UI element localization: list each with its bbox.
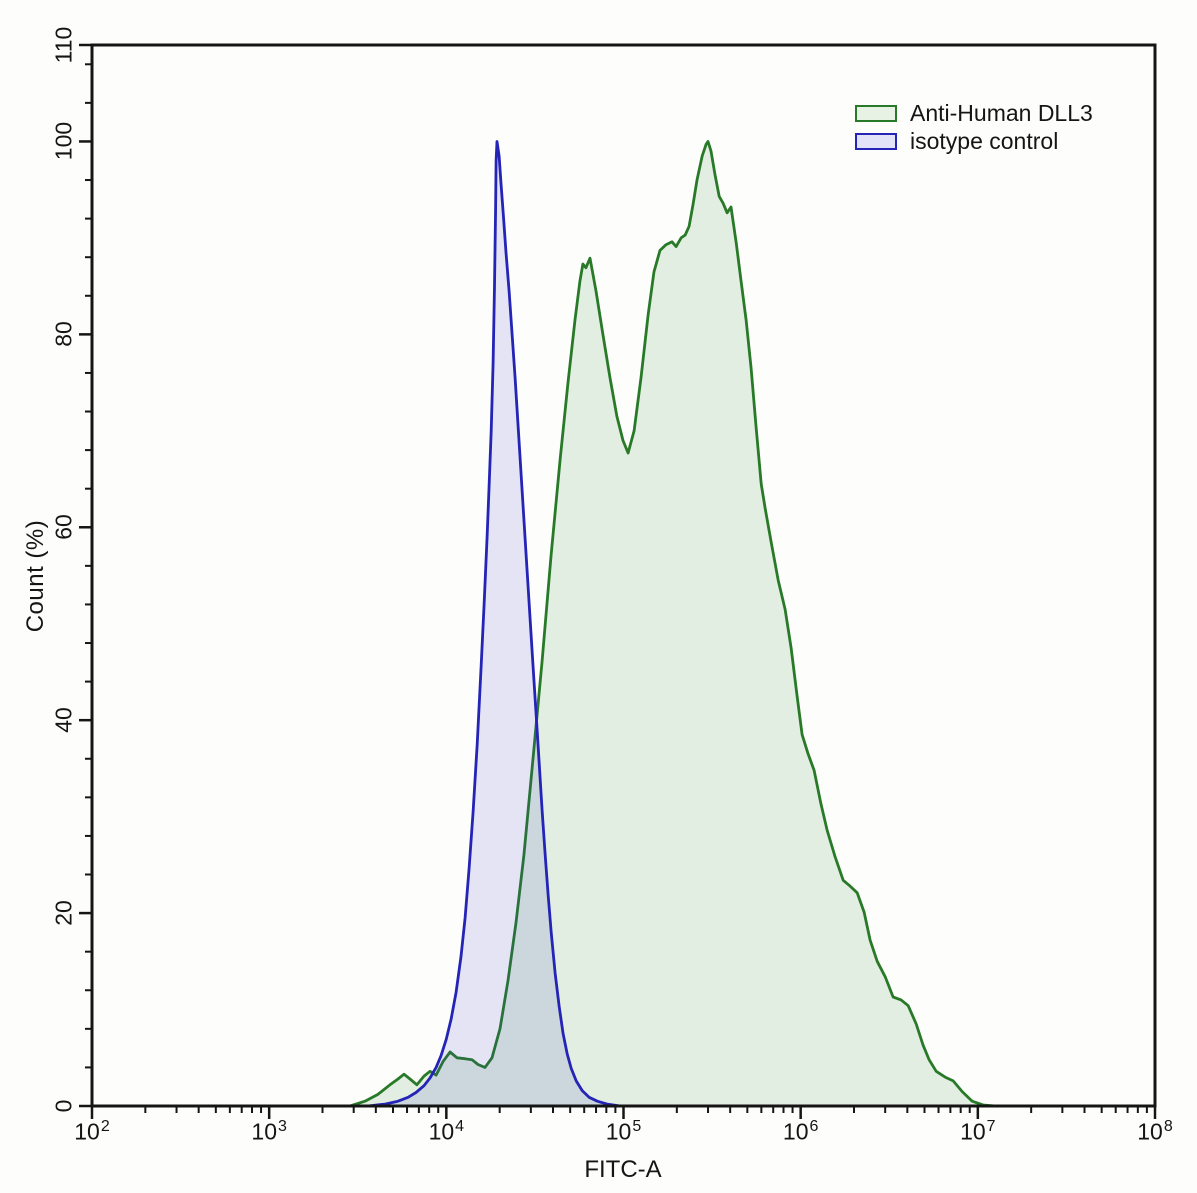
x-tick-label: 108 — [1137, 1118, 1173, 1145]
y-axis-title: Count (%) — [22, 519, 49, 633]
x-axis-title: FITC-A — [584, 1156, 662, 1183]
series-line-1 — [366, 140, 622, 1108]
x-tick-label: 104 — [428, 1118, 465, 1145]
y-tick-label: 100 — [50, 122, 77, 161]
y-tick-label: 0 — [50, 1099, 77, 1113]
series-fill-1 — [368, 141, 621, 1106]
series-line-0 — [348, 140, 997, 1108]
legend-swatch-anti-human-dll3 — [855, 104, 897, 122]
legend-label-anti-human-dll3: Anti-Human DLL3 — [910, 99, 1093, 126]
x-tick-label: 102 — [74, 1118, 110, 1145]
legend-item-anti-human-dll3: Anti-Human DLL3 — [855, 100, 1093, 126]
series-fill-0 — [350, 141, 996, 1106]
legend-label-isotype-control: isotype control — [910, 127, 1059, 154]
legend-item-isotype-control: isotype control — [855, 128, 1093, 154]
y-tick-label: 60 — [50, 514, 77, 541]
y-tick-label: 80 — [50, 321, 77, 348]
x-tick-label: 106 — [782, 1118, 819, 1145]
x-tick-label: 105 — [605, 1118, 642, 1145]
y-tick-label: 40 — [50, 707, 77, 733]
legend: Anti-Human DLL3 isotype control — [855, 100, 1093, 154]
x-tick-label: 103 — [251, 1118, 287, 1145]
y-tick-label: 110 — [50, 26, 77, 64]
y-tick-label: 20 — [50, 900, 77, 926]
x-tick-label: 107 — [960, 1118, 996, 1145]
legend-swatch-isotype-control — [855, 132, 897, 150]
